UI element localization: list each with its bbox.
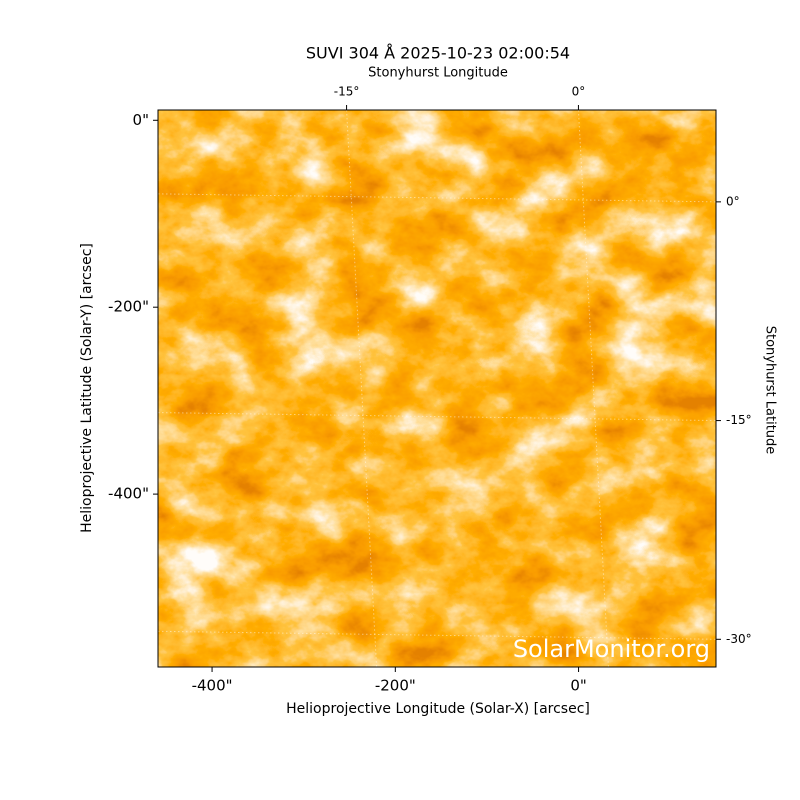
top-axis-label: Stonyhurst Longitude [368,66,508,81]
grid-line [157,630,717,640]
chart-title: SUVI 304 Å 2025-10-23 02:00:54 [306,44,570,63]
y-tick-label: 0" [133,111,149,129]
solar-image [158,110,716,667]
plot-area [158,110,716,667]
plot-frame [157,109,717,668]
y-tick-label: -400" [108,485,149,503]
grid-line [157,193,717,203]
x-tick-label: -400" [192,677,233,695]
right-axis-label: Stonyhurst Latitude [763,326,778,455]
x-tick-label: 0" [570,677,586,695]
y-axis-label: Helioprojective Latitude (Solar-Y) [arcs… [79,243,95,533]
x-axis-label: Helioprojective Longitude (Solar-X) [arc… [286,701,590,717]
right-tick-label: -30° [726,632,752,646]
x-tick-label: -200" [375,677,416,695]
top-tick-label: -15° [334,85,360,99]
top-tick-label: 0° [572,85,586,99]
right-tick-label: 0° [726,194,740,208]
axes: -400" -200" 0" 0" -200" -400" -15° 0° 0° -15° -30° [108,85,752,695]
y-tick-label: -200" [108,298,149,316]
grid-line [577,109,609,668]
grid-line [157,412,717,422]
grid-line [346,109,378,668]
watermark: SolarMonitor.org [513,635,710,663]
right-tick-label: -15° [726,413,752,427]
